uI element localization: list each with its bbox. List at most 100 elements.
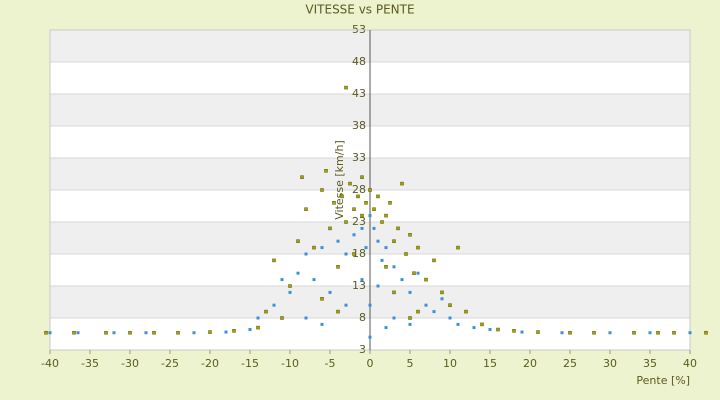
point	[448, 316, 452, 320]
point	[304, 252, 308, 256]
point	[368, 188, 372, 192]
point	[272, 303, 276, 307]
point	[488, 328, 492, 332]
point	[372, 226, 376, 230]
point	[592, 330, 596, 335]
point	[304, 316, 308, 320]
point	[352, 252, 356, 256]
point	[480, 322, 484, 327]
point	[408, 322, 412, 326]
x-tick-label: -30	[121, 357, 139, 370]
point	[384, 213, 388, 218]
y-tick-label: 18	[352, 247, 366, 260]
point	[456, 322, 460, 326]
point	[364, 201, 368, 205]
point	[448, 303, 452, 307]
x-tick-label: -15	[241, 357, 259, 370]
point	[416, 245, 420, 250]
y-tick-label: 23	[352, 215, 366, 228]
point	[224, 330, 228, 334]
point	[384, 246, 388, 250]
point	[392, 239, 396, 243]
x-tick-label: 30	[603, 357, 617, 370]
point	[48, 331, 52, 335]
y-tick-label: 8	[359, 311, 366, 324]
point	[412, 271, 416, 275]
point	[656, 330, 660, 335]
point	[288, 284, 292, 288]
point	[280, 278, 284, 282]
point	[104, 330, 108, 335]
point	[568, 330, 572, 335]
point	[296, 271, 300, 275]
point	[632, 330, 636, 335]
point	[648, 331, 652, 335]
point	[320, 297, 324, 301]
point	[248, 328, 252, 332]
point	[44, 330, 48, 335]
point	[392, 265, 396, 269]
point	[440, 290, 444, 295]
point	[312, 278, 316, 282]
point	[396, 226, 400, 231]
point	[304, 207, 308, 211]
point	[344, 303, 348, 307]
point	[152, 330, 156, 335]
point	[208, 330, 212, 334]
point	[336, 309, 340, 314]
point	[352, 233, 356, 237]
point	[456, 245, 460, 250]
x-tick-label: 25	[563, 357, 577, 370]
point	[344, 85, 348, 90]
x-axis-title: Pente [%]	[636, 374, 690, 387]
point	[364, 246, 368, 250]
point	[464, 309, 468, 314]
point	[404, 252, 408, 256]
point	[560, 331, 564, 335]
point	[192, 331, 196, 335]
point	[388, 201, 392, 205]
y-tick-label: 33	[352, 151, 366, 164]
point	[360, 213, 364, 218]
point	[272, 258, 276, 263]
point	[344, 220, 348, 224]
point	[76, 331, 80, 335]
point	[288, 290, 292, 294]
point	[320, 188, 324, 192]
point	[72, 330, 76, 335]
point	[232, 329, 236, 333]
point	[336, 239, 340, 243]
point	[128, 330, 132, 335]
point	[496, 327, 500, 332]
y-tick-label: 48	[352, 55, 366, 68]
y-tick-label: 28	[352, 183, 366, 196]
point	[112, 331, 116, 335]
chart-title: VITESSE vs PENTE	[305, 3, 414, 17]
point	[360, 226, 364, 230]
y-tick-label: 13	[352, 279, 366, 292]
point	[372, 207, 376, 211]
point	[368, 335, 372, 339]
point	[368, 214, 372, 218]
point	[416, 309, 420, 314]
x-tick-label: -20	[201, 357, 219, 370]
point	[336, 265, 340, 269]
point	[340, 194, 344, 199]
point	[332, 201, 336, 205]
point	[348, 181, 352, 186]
x-tick-label: -10	[281, 357, 299, 370]
point	[256, 325, 260, 330]
point	[672, 330, 676, 335]
point	[384, 265, 388, 269]
point	[432, 258, 436, 263]
series	[48, 214, 692, 339]
point	[360, 175, 364, 179]
point	[520, 330, 524, 334]
point	[376, 239, 380, 243]
point	[392, 316, 396, 320]
point	[416, 271, 420, 275]
point	[312, 245, 316, 250]
point	[688, 331, 692, 335]
